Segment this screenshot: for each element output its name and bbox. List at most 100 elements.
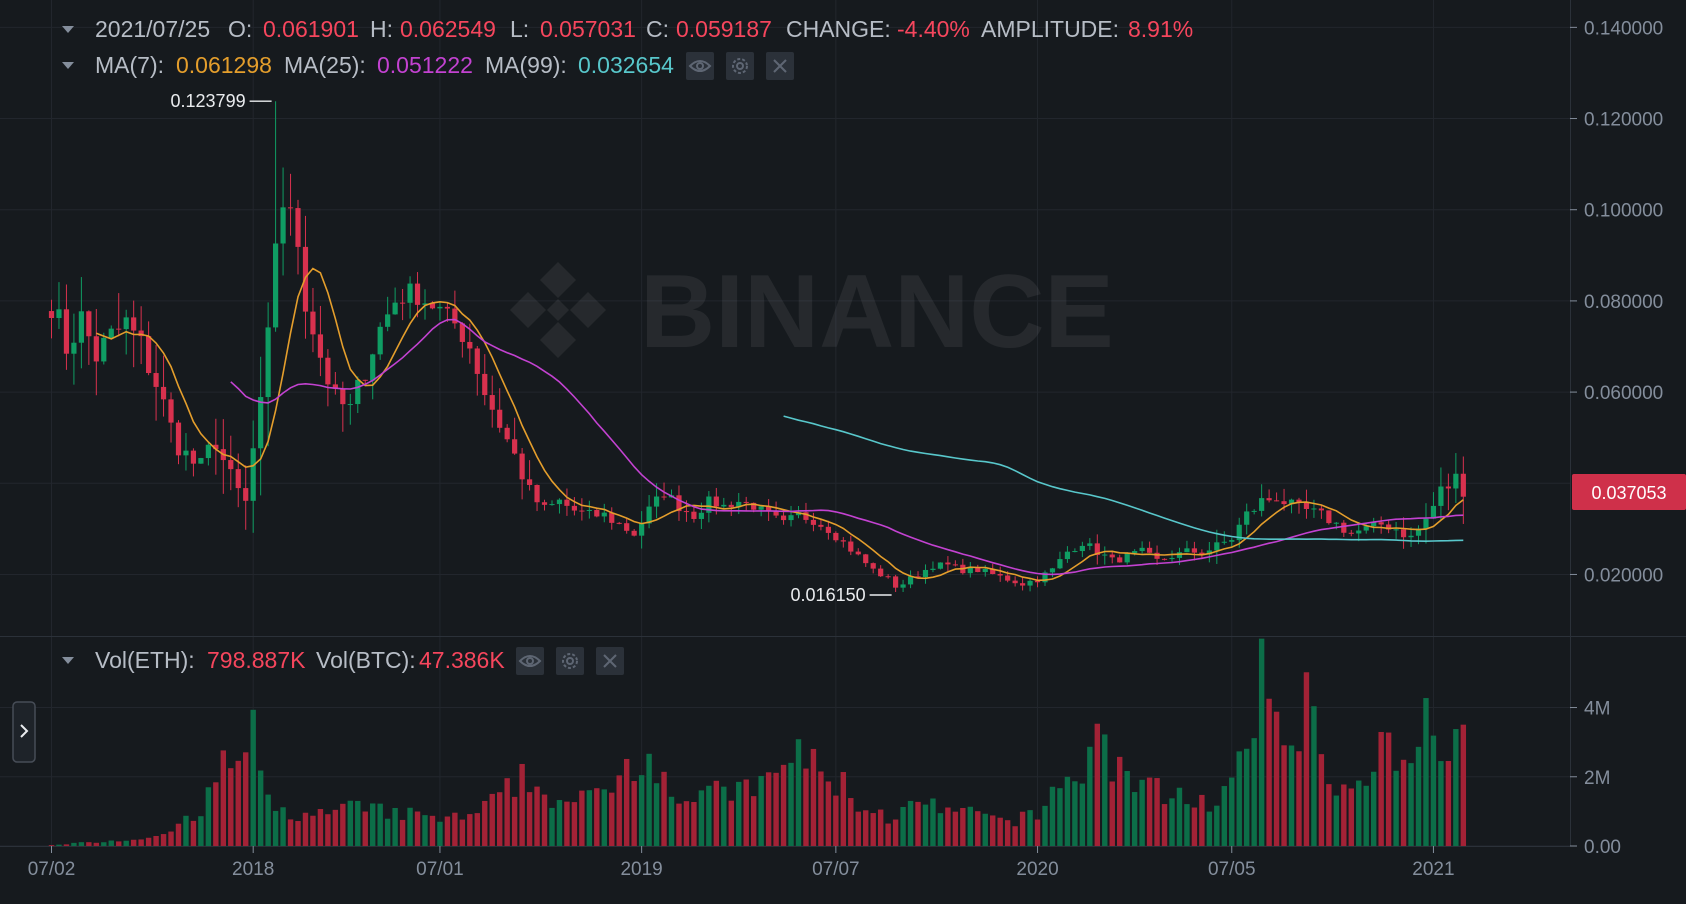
volume-bar [937,813,944,846]
candle [1229,537,1235,548]
volume-bar [1258,638,1265,846]
candle [945,556,951,572]
volume-bar [795,739,802,846]
candle-body [1072,551,1078,553]
collapse-ma-chevron-down-icon[interactable] [62,62,74,69]
candle-body [1214,542,1220,551]
candle [452,290,458,329]
candle [1161,558,1168,561]
moving-averages [96,267,1464,582]
ma-close-button[interactable] [766,52,794,80]
candle-body [474,348,480,374]
ma99-label: MA(99): [485,52,567,78]
volume-bar [616,775,622,846]
volume-bar [788,762,794,846]
ma-settings-button[interactable] [726,52,754,80]
candle [1430,492,1437,519]
candle-body [907,576,914,585]
volume-bar [825,781,832,846]
volume-bar [519,763,525,846]
candle-body [1288,499,1295,505]
volume-bar [526,792,533,846]
candle-body [721,504,727,507]
candle [1303,489,1310,519]
legend-high-label: H: [370,16,393,42]
candle [310,287,316,353]
candle [347,393,353,425]
volume-bar [130,839,137,846]
candle [392,287,398,315]
candle [893,574,899,593]
volume-bar [265,794,271,846]
candle-body [1333,522,1339,524]
candle-body [736,501,742,508]
candle-body [683,511,690,513]
volume-bar [1146,777,1153,846]
candle [878,565,884,577]
volume-bar [549,807,555,846]
candle [93,309,99,396]
vol-visibility-button[interactable] [516,647,544,675]
volume-bar [1385,732,1392,846]
vol-settings-button[interactable] [556,647,584,675]
volume-bar [1004,820,1011,846]
candle [205,441,211,466]
candle-body [1430,505,1437,519]
candle-body [377,326,383,355]
chevron-right-icon [20,724,29,738]
candle-body [190,450,197,464]
candle-body [1318,508,1324,511]
volume-bar [340,803,346,846]
gear-icon [562,653,578,669]
candle-body [1109,554,1115,558]
volume-bar [743,779,749,846]
candle [1408,527,1414,547]
gear-icon [732,58,748,74]
volume-bar [556,800,563,846]
last-price-label: 0.037053 [1591,483,1666,503]
volume-tick-label: 0.00 [1584,837,1621,858]
ma-visibility-button[interactable] [686,52,714,80]
expand-sidebar-button[interactable] [12,701,36,763]
volume-bar [668,796,675,846]
volume-bar [370,803,376,846]
candle [870,562,876,574]
candle-body [1117,557,1123,563]
candle [437,302,443,321]
volume-bar [952,811,959,846]
candle-body [168,399,174,423]
volume-bar [945,807,951,846]
vol-close-button[interactable] [596,647,624,675]
price-marker-label: 0.123799 [171,91,246,111]
candle-body [407,283,413,303]
volume-bar [623,758,630,846]
candle [1460,456,1466,524]
volume-bar [1251,738,1257,846]
price-tick-label: 0.140000 [1584,18,1663,39]
candle-body [444,306,451,309]
candle-body [1102,554,1108,556]
svg-text:Vol(ETH): 798.887K: Vol(ETH): 798.887K Vol(BTC): 47.386K [95,647,505,673]
candle [579,498,585,521]
candle [1318,505,1324,519]
candle [907,570,914,589]
volume-bar [190,820,197,846]
candle-body [1146,547,1153,553]
volume-bar [803,768,809,846]
candle [1288,498,1295,514]
candle [631,528,637,537]
candle [549,500,555,506]
candle-body [1206,550,1212,555]
volume-bar [1191,807,1198,846]
candle [1042,570,1048,586]
collapse-ohlc-chevron-down-icon[interactable] [62,26,74,33]
candle-body [198,458,204,464]
candle-body [624,523,630,531]
volume-bar [1408,763,1414,846]
candle [653,483,660,519]
candle [467,323,473,364]
candle [1341,520,1347,538]
volume-tick-label: 2M [1584,768,1610,789]
collapse-volume-chevron-down-icon[interactable] [62,657,74,664]
